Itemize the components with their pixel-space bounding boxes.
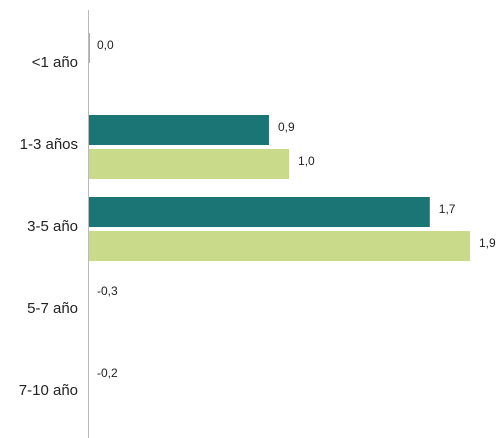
data-label: 0,9 <box>278 120 295 134</box>
data-label: 0,0 <box>97 38 114 52</box>
bar <box>88 115 269 145</box>
data-label: 1,0 <box>298 154 315 168</box>
bar <box>88 197 430 227</box>
data-label: 1,9 <box>479 236 496 250</box>
y-tick-label: 3-5 año <box>27 218 78 235</box>
data-label: -0,2 <box>97 366 118 380</box>
bar <box>88 231 470 261</box>
bar <box>88 149 290 179</box>
y-tick-label: 1-3 años <box>20 136 78 153</box>
data-label: -0,3 <box>97 284 118 298</box>
y-tick-label: 7-10 año <box>19 382 78 399</box>
y-tick-label: 5-7 año <box>27 300 78 317</box>
plot-area <box>88 33 470 261</box>
data-label: 1,7 <box>439 202 456 216</box>
y-tick-label: <1 año <box>32 54 78 71</box>
